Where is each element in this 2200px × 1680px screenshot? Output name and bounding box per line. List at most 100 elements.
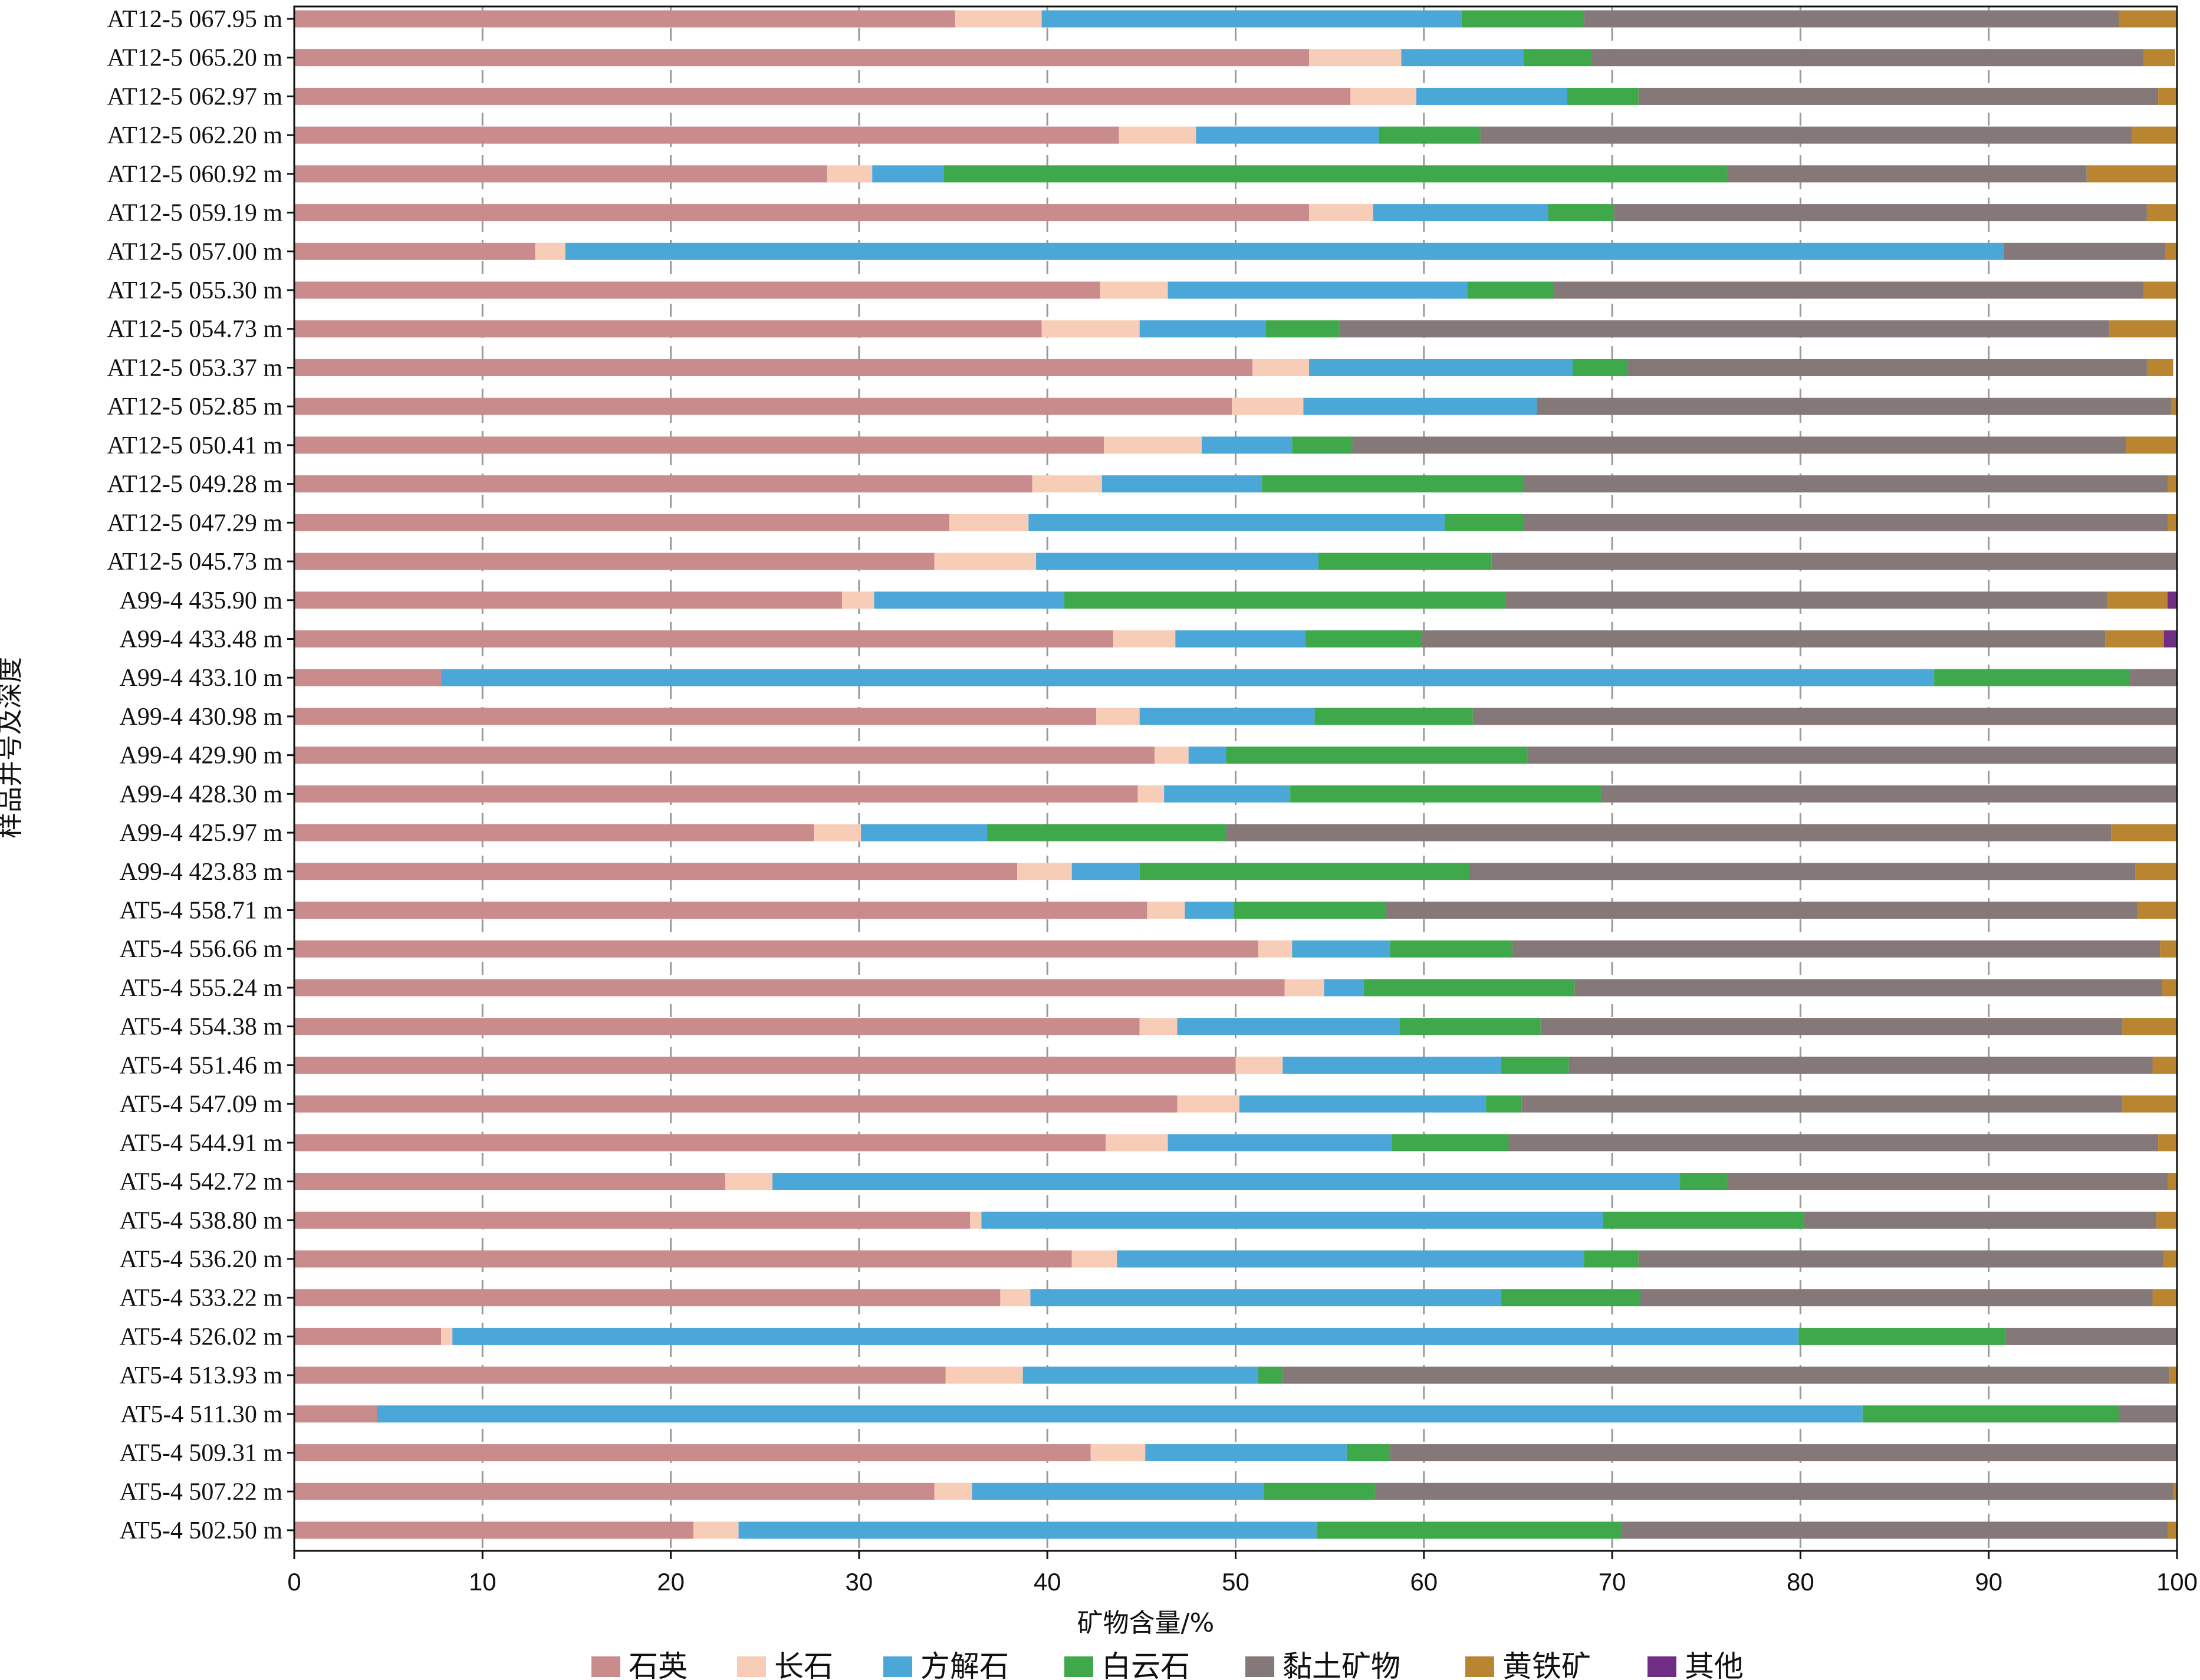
bar-segment-25-5 (2162, 979, 2177, 997)
bar-segment-9-0 (294, 359, 1253, 376)
bar-segment-21-2 (861, 824, 988, 841)
bar-segment-1-5 (2143, 49, 2175, 67)
bar-segment-15-2 (874, 591, 1064, 609)
category-label-13: AT12-5 047.29 m (107, 509, 283, 537)
bar-segment-23-3 (1234, 902, 1386, 919)
category-label-4: AT12-5 060.92 m (107, 161, 283, 188)
bar-segment-21-3 (987, 824, 1226, 841)
bar-segment-22-2 (1071, 863, 1140, 880)
bar-segment-3-3 (1379, 126, 1481, 144)
legend-label-2: 方解石 (920, 1649, 1009, 1680)
bar-segment-10-2 (1303, 397, 1537, 415)
category-label-36: AT5-4 511.30 m (120, 1401, 282, 1428)
bar-segment-6-2 (565, 242, 2004, 260)
bar-segment-34-4 (2005, 1327, 2177, 1345)
bar-segment-25-1 (1284, 979, 1324, 997)
bar-segment-37-3 (1346, 1444, 1390, 1462)
bar-segment-15-4 (1505, 591, 2107, 609)
bar-segment-25-2 (1324, 979, 1364, 997)
bar-segment-11-0 (294, 436, 1104, 454)
category-label-32: AT5-4 536.20 m (120, 1246, 283, 1273)
bar-segment-4-4 (1727, 165, 2087, 183)
legend-label-0: 石英 (629, 1649, 688, 1680)
bar-segment-30-5 (2168, 1173, 2177, 1191)
bar-segment-23-4 (1386, 902, 2137, 919)
legend-swatch-5 (1465, 1656, 1494, 1677)
y-axis-title: 样品井号及深度 (0, 657, 25, 839)
category-label-37: AT5-4 509.31 m (120, 1440, 283, 1467)
bar-segment-2-2 (1416, 87, 1567, 105)
bar-segment-15-0 (294, 591, 843, 609)
bar-segment-21-4 (1226, 824, 2112, 841)
legend-swatch-1 (737, 1656, 766, 1677)
bar-segment-24-5 (2160, 940, 2177, 958)
bar-segment-17-4 (2130, 669, 2177, 686)
bar-segment-9-4 (1627, 359, 2147, 376)
bar-segment-20-4 (1600, 785, 2177, 803)
x-tick-labels: 0 10 20 30 40 50 60 70 80 90 100 (287, 1568, 2198, 1596)
bar-segment-12-4 (1524, 475, 2168, 493)
bar-segment-29-5 (2158, 1134, 2177, 1152)
bar-segment-0-0 (294, 10, 955, 28)
bar-segment-39-1 (693, 1521, 739, 1539)
bar-segment-23-1 (1147, 902, 1185, 919)
bar-segment-11-4 (1352, 436, 2126, 454)
plot-frame (287, 5, 2178, 1559)
bar-segment-12-5 (2168, 475, 2177, 493)
bar-segment-23-0 (294, 902, 1147, 919)
bar-segment-2-1 (1350, 87, 1417, 105)
bar-segment-17-0 (294, 669, 442, 686)
x-tick-label-9: 90 (1975, 1568, 2002, 1596)
bar-segment-32-4 (1638, 1250, 2164, 1268)
bar-segment-34-3 (1798, 1327, 2006, 1345)
category-label-31: AT5-4 538.80 m (120, 1207, 283, 1234)
bar-segment-39-3 (1316, 1521, 1622, 1539)
bar-segment-31-3 (1603, 1211, 1804, 1229)
bar-segment-30-3 (1680, 1173, 1727, 1191)
bar-segment-26-4 (1540, 1018, 2123, 1035)
category-label-18: A99-4 430.98 m (120, 703, 283, 731)
bar-segment-27-0 (294, 1056, 1236, 1074)
bar-segment-30-1 (725, 1173, 773, 1191)
legend: 石英 长石 方解石 白云石 黏土矿物 黄铁矿 其他 (591, 1649, 1744, 1680)
bar-segment-4-5 (2086, 165, 2177, 183)
bar-segment-7-4 (1554, 281, 2143, 299)
bar-segment-35-5 (2169, 1366, 2177, 1384)
legend-label-3: 白云石 (1101, 1649, 1190, 1680)
x-tick-label-1: 10 (469, 1568, 496, 1596)
x-tick-label-6: 60 (1410, 1568, 1438, 1596)
bar-segment-8-4 (1339, 320, 2110, 338)
bar-segment-16-0 (294, 630, 1113, 647)
category-label-16: A99-4 433.48 m (120, 626, 283, 653)
category-label-0: AT12-5 067.95 m (107, 6, 283, 33)
bar-segment-35-0 (294, 1366, 946, 1384)
bar-segment-29-0 (294, 1134, 1106, 1152)
legend-swatch-4 (1245, 1656, 1274, 1677)
bar-segment-10-4 (1537, 397, 2172, 415)
bar-segment-30-4 (1727, 1173, 2168, 1191)
bar-segment-34-1 (441, 1327, 453, 1345)
bar-segment-26-0 (294, 1018, 1140, 1035)
legend-label-4: 黏土矿物 (1282, 1649, 1400, 1680)
bar-segment-5-3 (1548, 204, 1614, 222)
bar-segment-0-3 (1461, 10, 1584, 28)
bar-segment-4-1 (827, 165, 873, 183)
bar-segment-11-2 (1202, 436, 1293, 454)
bar-segment-13-0 (294, 514, 950, 531)
bar-segment-24-1 (1258, 940, 1293, 958)
bar-segment-35-2 (1022, 1366, 1258, 1384)
category-label-23: AT5-4 558.71 m (120, 897, 283, 925)
bar-segment-27-5 (2152, 1056, 2177, 1074)
bar-segment-6-4 (2004, 242, 2166, 260)
bar-segment-36-4 (2119, 1405, 2177, 1423)
x-tick-label-2: 20 (657, 1568, 685, 1596)
bar-segment-16-1 (1113, 630, 1176, 647)
category-label-35: AT5-4 513.93 m (120, 1362, 283, 1389)
bar-segment-34-2 (452, 1327, 1799, 1345)
bar-segment-36-3 (1862, 1405, 2119, 1423)
bar-segment-32-3 (1584, 1250, 1639, 1268)
bar-segment-29-3 (1392, 1134, 1509, 1152)
legend-swatch-0 (591, 1656, 620, 1677)
bar-segment-20-0 (294, 785, 1138, 803)
